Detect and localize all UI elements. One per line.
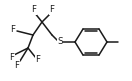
Text: F: F (11, 24, 15, 34)
Text: F: F (36, 55, 41, 64)
Text: F: F (10, 52, 15, 61)
Text: S: S (57, 38, 63, 46)
Text: F: F (15, 61, 20, 69)
Text: F: F (50, 6, 55, 14)
Text: F: F (32, 6, 37, 14)
